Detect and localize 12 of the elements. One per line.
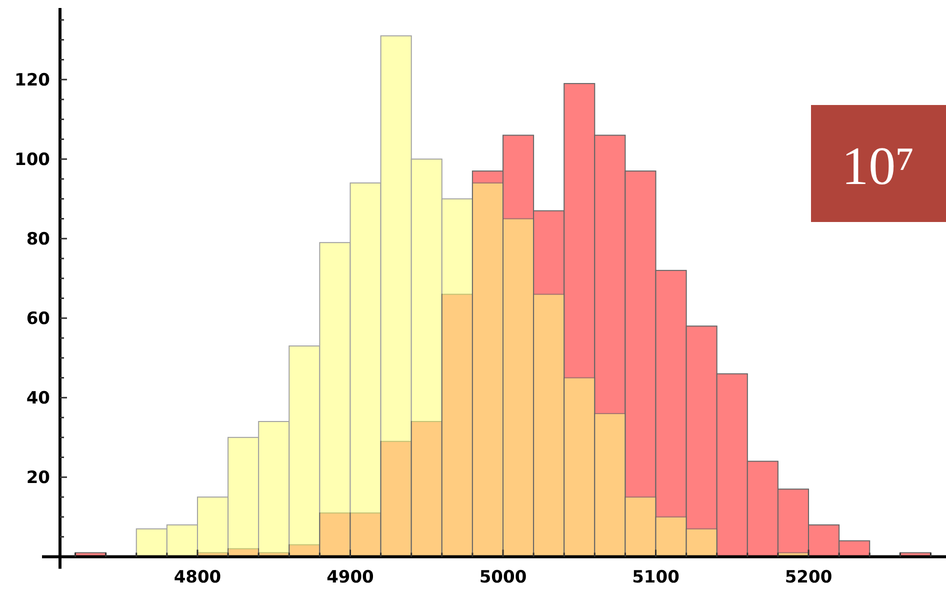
y-tick-label: 40 <box>26 388 50 409</box>
x-tick-label: 5200 <box>784 568 832 588</box>
y-tick-label: 20 <box>26 468 50 488</box>
x-tick-label: 4900 <box>326 568 374 588</box>
y-tick-label: 60 <box>26 309 50 330</box>
y-tick-label: 120 <box>14 70 50 91</box>
y-tick-label: 100 <box>14 150 50 170</box>
y-tick-label: 80 <box>26 230 50 250</box>
x-tick-label: 5100 <box>632 568 680 588</box>
x-tick-label: 5000 <box>479 568 527 588</box>
x-tick-label: 4800 <box>174 568 222 588</box>
annotation: 10⁷ <box>842 136 914 196</box>
